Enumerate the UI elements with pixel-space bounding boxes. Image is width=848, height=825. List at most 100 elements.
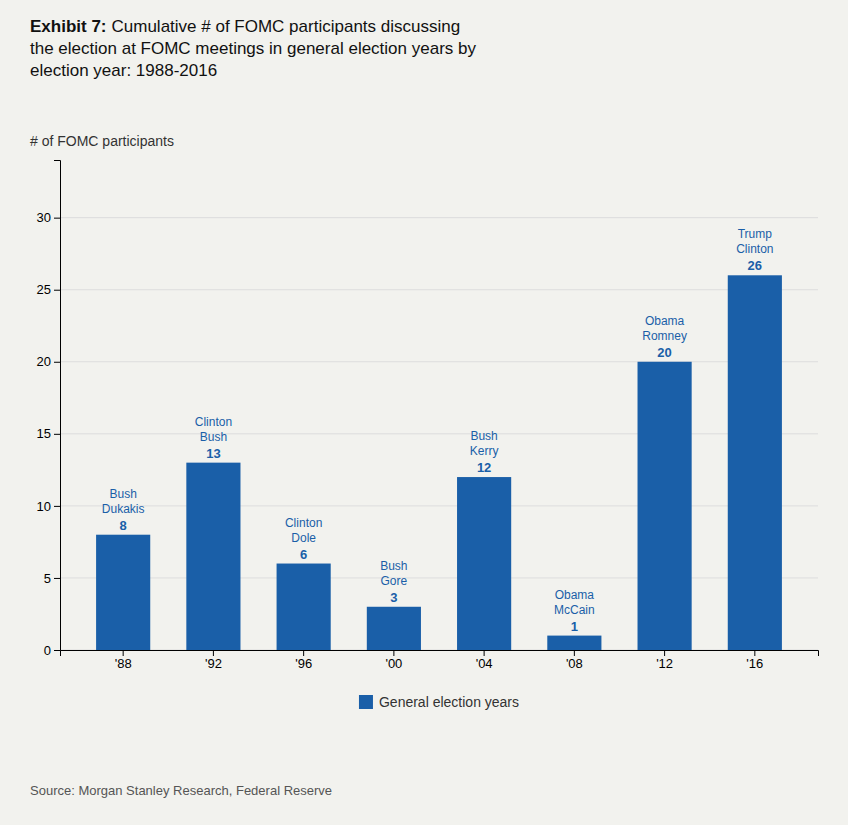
grid-line xyxy=(60,361,818,362)
grid-line xyxy=(60,217,818,218)
bar xyxy=(638,362,692,650)
data-label: 6 xyxy=(300,547,307,562)
y-axis-title: # of FOMC participants xyxy=(30,133,174,149)
data-label: 1 xyxy=(571,619,578,634)
annotation: Kerry xyxy=(470,444,499,458)
tick-mark xyxy=(54,506,60,507)
tick-label: '04 xyxy=(476,656,493,671)
y-axis: 0 5 10 15 20 25 30 xyxy=(37,161,61,658)
bar xyxy=(728,275,782,650)
bar xyxy=(367,607,421,650)
tick: 15 xyxy=(37,426,60,441)
tick: 0 xyxy=(44,643,60,658)
annotation: Gore xyxy=(381,574,408,588)
tick-mark xyxy=(54,650,60,651)
bar xyxy=(186,463,240,650)
tick: '88 xyxy=(115,650,132,671)
legend: General election years xyxy=(359,694,519,710)
x-axis: '88 '92 '96 '00 '04 '08 '12 '16 xyxy=(61,650,819,671)
tick-label: 10 xyxy=(37,499,51,514)
tick-label: '00 xyxy=(385,656,402,671)
tick-label: 30 xyxy=(37,210,51,225)
subtitle: Cumulative # of FOMC participants discus… xyxy=(112,17,461,36)
tick-mark xyxy=(484,650,485,656)
grid-line xyxy=(60,289,818,290)
annotation: Dukakis xyxy=(102,502,145,516)
tick-mark xyxy=(754,650,755,656)
tick-label: '12 xyxy=(656,656,673,671)
tick-mark xyxy=(54,434,60,435)
tick-label: '08 xyxy=(566,656,583,671)
tick-mark xyxy=(54,362,60,363)
tick-mark xyxy=(574,650,575,656)
tick-mark xyxy=(393,650,394,656)
grid-line xyxy=(60,577,818,578)
tick: '16 xyxy=(746,650,763,671)
annotation: Obama xyxy=(555,588,595,602)
legend-swatch xyxy=(359,695,373,709)
tick-mark xyxy=(303,650,304,656)
bar xyxy=(547,636,601,650)
data-label: 8 xyxy=(120,518,127,533)
grid xyxy=(60,218,818,650)
legend-label: General election years xyxy=(379,694,519,710)
data-label: 26 xyxy=(748,258,762,273)
tick-mark xyxy=(54,218,60,219)
tick: '00 xyxy=(385,650,402,671)
annotation: Romney xyxy=(642,329,687,343)
bar xyxy=(96,535,150,650)
annotation: Clinton xyxy=(285,516,322,530)
axis-domain xyxy=(61,651,819,657)
tick-label: 20 xyxy=(37,354,51,369)
grid-line xyxy=(60,433,818,434)
tick-label: 0 xyxy=(44,643,51,658)
grid-line xyxy=(60,505,818,506)
annotation: Clinton xyxy=(195,415,232,429)
annotation: Bush xyxy=(470,429,497,443)
subtitle: election year: 1988-2016 xyxy=(30,61,217,80)
tick: 20 xyxy=(37,354,60,369)
annotation: Trump xyxy=(738,227,773,241)
source: Source: Morgan Stanley Research, Federal… xyxy=(30,783,332,798)
annotation: McCain xyxy=(554,603,595,617)
title: Exhibit 7: xyxy=(30,17,107,36)
labels: 8BushDukakis13ClintonBush6ClintonDole3Bu… xyxy=(102,227,774,633)
bar xyxy=(457,477,511,650)
annotation: Bush xyxy=(380,559,407,573)
tick-label: 15 xyxy=(37,426,51,441)
subtitle: the election at FOMC meetings in general… xyxy=(30,39,477,58)
data-label: 12 xyxy=(477,460,491,475)
tick: '12 xyxy=(656,650,673,671)
annotation: Dole xyxy=(291,531,316,545)
tick-mark xyxy=(54,290,60,291)
data-label: 13 xyxy=(206,446,220,461)
tick-label: '96 xyxy=(295,656,312,671)
tick-label: '88 xyxy=(115,656,132,671)
annotation: Obama xyxy=(645,314,685,328)
chart: Exhibit 7: Cumulative # of FOMC participa… xyxy=(0,0,848,825)
axis-domain xyxy=(54,161,61,651)
tick-mark xyxy=(54,578,60,579)
tick-label: 25 xyxy=(37,282,51,297)
tick: '04 xyxy=(476,650,493,671)
annotation: Bush xyxy=(109,487,136,501)
tick-mark xyxy=(664,650,665,656)
tick-label: '92 xyxy=(205,656,222,671)
tick: '92 xyxy=(205,650,222,671)
bars xyxy=(96,275,782,650)
annotation: Bush xyxy=(200,430,227,444)
tick-label: 5 xyxy=(44,571,51,586)
legend-item: General election years xyxy=(359,694,519,710)
tick-label: '16 xyxy=(746,656,763,671)
tick-mark xyxy=(123,650,124,656)
tick: 10 xyxy=(37,499,60,514)
tick: 5 xyxy=(44,571,60,586)
tick: '08 xyxy=(566,650,583,671)
annotation: Clinton xyxy=(736,242,773,256)
data-label: 3 xyxy=(390,590,397,605)
tick: 25 xyxy=(37,282,60,297)
tick: 30 xyxy=(37,210,60,225)
data-label: 20 xyxy=(657,345,671,360)
tick: '96 xyxy=(295,650,312,671)
tick-mark xyxy=(213,650,214,656)
